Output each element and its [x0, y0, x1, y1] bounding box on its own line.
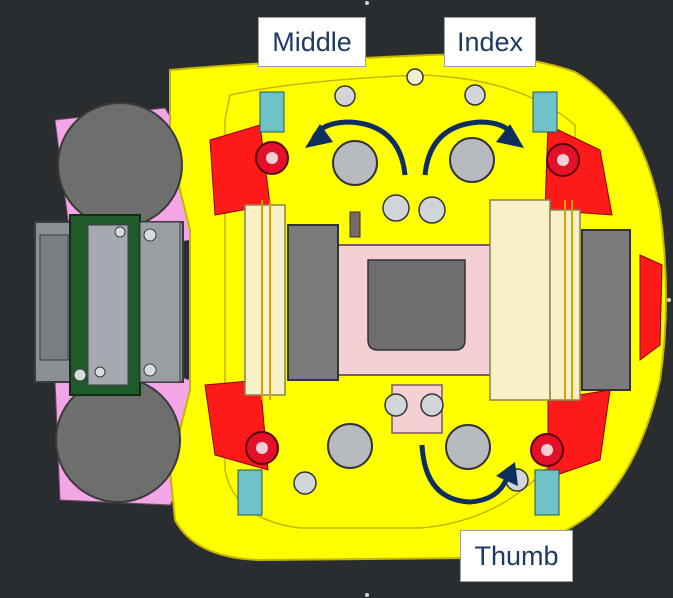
thumb-label: Thumb	[460, 530, 573, 582]
curved-arrow-cw-head	[496, 124, 524, 148]
curved-arrow-thumb-head	[496, 462, 518, 486]
curved-arrow-thumb-icon	[419, 444, 511, 505]
screws	[293, 68, 529, 495]
pulley-right	[489, 199, 631, 401]
pulley-left	[244, 200, 339, 400]
gearbox	[34, 214, 184, 396]
background-dots	[365, 1, 671, 597]
curved-arrow-ccw-head	[305, 124, 333, 148]
motor-drums	[55, 102, 183, 503]
middle-finger-label: Middle	[258, 17, 366, 67]
tensioners	[237, 91, 580, 516]
index-finger-label: Index	[444, 17, 536, 67]
